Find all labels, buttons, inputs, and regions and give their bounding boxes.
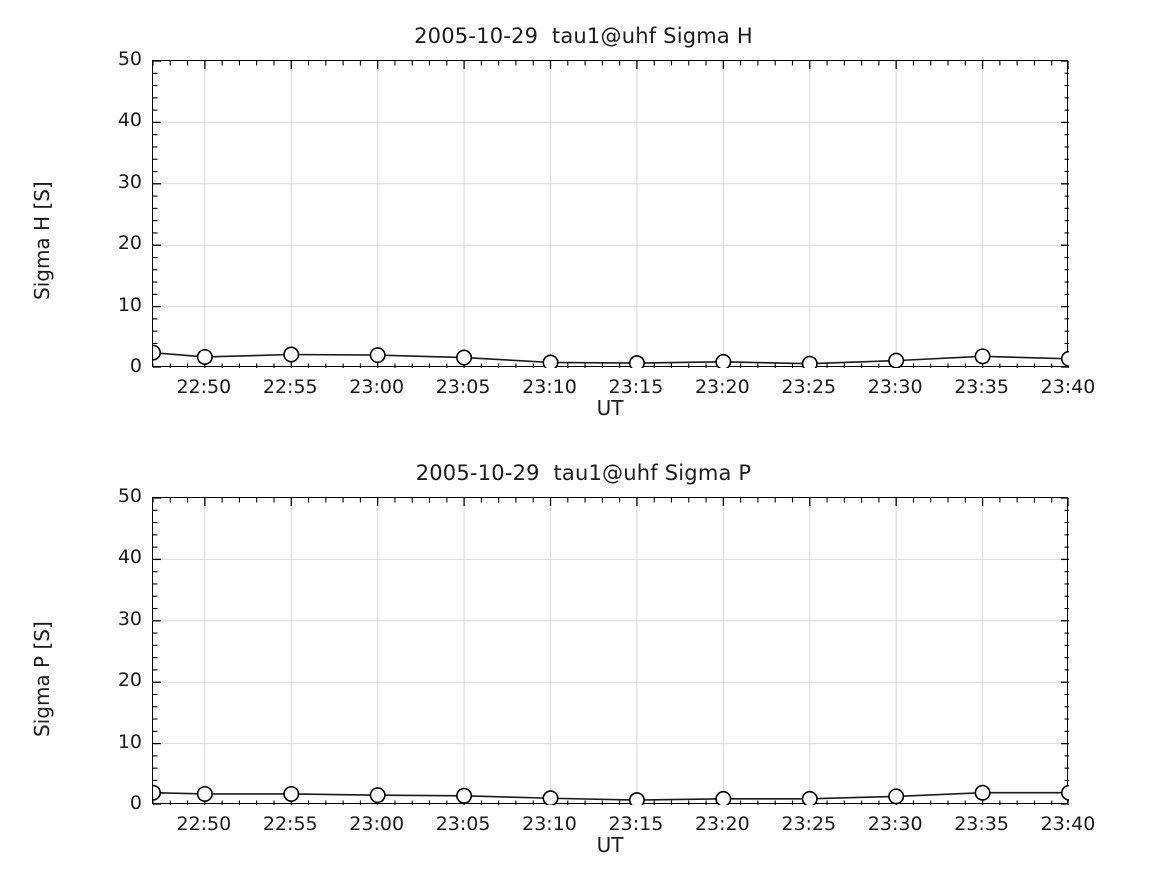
plot-svg [153,61,1069,368]
y-tick-label: 30 [117,607,142,630]
x-tick-label: 23:20 [694,813,750,835]
y-tick-label: 50 [117,48,142,70]
x-tick-label: 23:40 [1040,813,1096,835]
x-tick-label: 22:50 [176,376,232,398]
x-tick-label: 23:10 [522,376,577,398]
x-tick-label: 23:00 [349,376,405,398]
y-tick-label: 10 [117,293,142,316]
x-tick-label: 23:25 [781,376,837,398]
x-tick-label: 23:30 [867,813,923,835]
x-tick-label: 23:30 [867,376,923,398]
x-tick-label: 22:55 [262,813,318,835]
chart-panel-sigma-p: 2005-10-29 tau1@uhf Sigma P Sigma P [S] … [0,437,1167,875]
y-tick-label: 10 [117,730,142,753]
y-tick-label: 50 [117,485,142,507]
y-tick-label: 20 [117,232,142,255]
x-tick-label: 23:35 [954,813,1009,835]
y-tick-label: 40 [117,546,142,569]
y-tick-label: 20 [117,669,142,692]
chart-title: 2005-10-29 tau1@uhf Sigma P [415,461,752,485]
x-tick-label: 23:20 [694,376,750,398]
x-axis-label: UT [596,833,624,857]
x-tick-label: 23:05 [435,376,491,398]
x-tick-label: 22:50 [176,813,232,835]
x-tick-label: 23:25 [781,813,837,835]
x-tick-label: 23:00 [349,813,405,835]
y-tick-label: 0 [129,792,142,814]
chart-panel-sigma-h: 2005-10-29 tau1@uhf Sigma H Sigma H [S] … [0,0,1167,437]
plot-svg [153,498,1069,805]
x-tick-label: 23:15 [608,813,664,835]
x-tick-label: 23:40 [1040,376,1096,398]
x-tick-label: 23:10 [522,813,577,835]
plot-area [152,497,1069,805]
y-tick-label: 40 [117,109,142,132]
x-axis-label: UT [596,396,624,420]
chart-title: 2005-10-29 tau1@uhf Sigma H [414,24,753,48]
x-tick-label: 23:15 [608,376,664,398]
plot-area [152,60,1069,368]
x-tick-label: 23:05 [435,813,491,835]
y-tick-label: 0 [129,355,142,377]
x-tick-label: 23:35 [954,376,1009,398]
x-tick-label: 22:55 [262,376,318,398]
y-tick-label: 30 [117,170,142,193]
